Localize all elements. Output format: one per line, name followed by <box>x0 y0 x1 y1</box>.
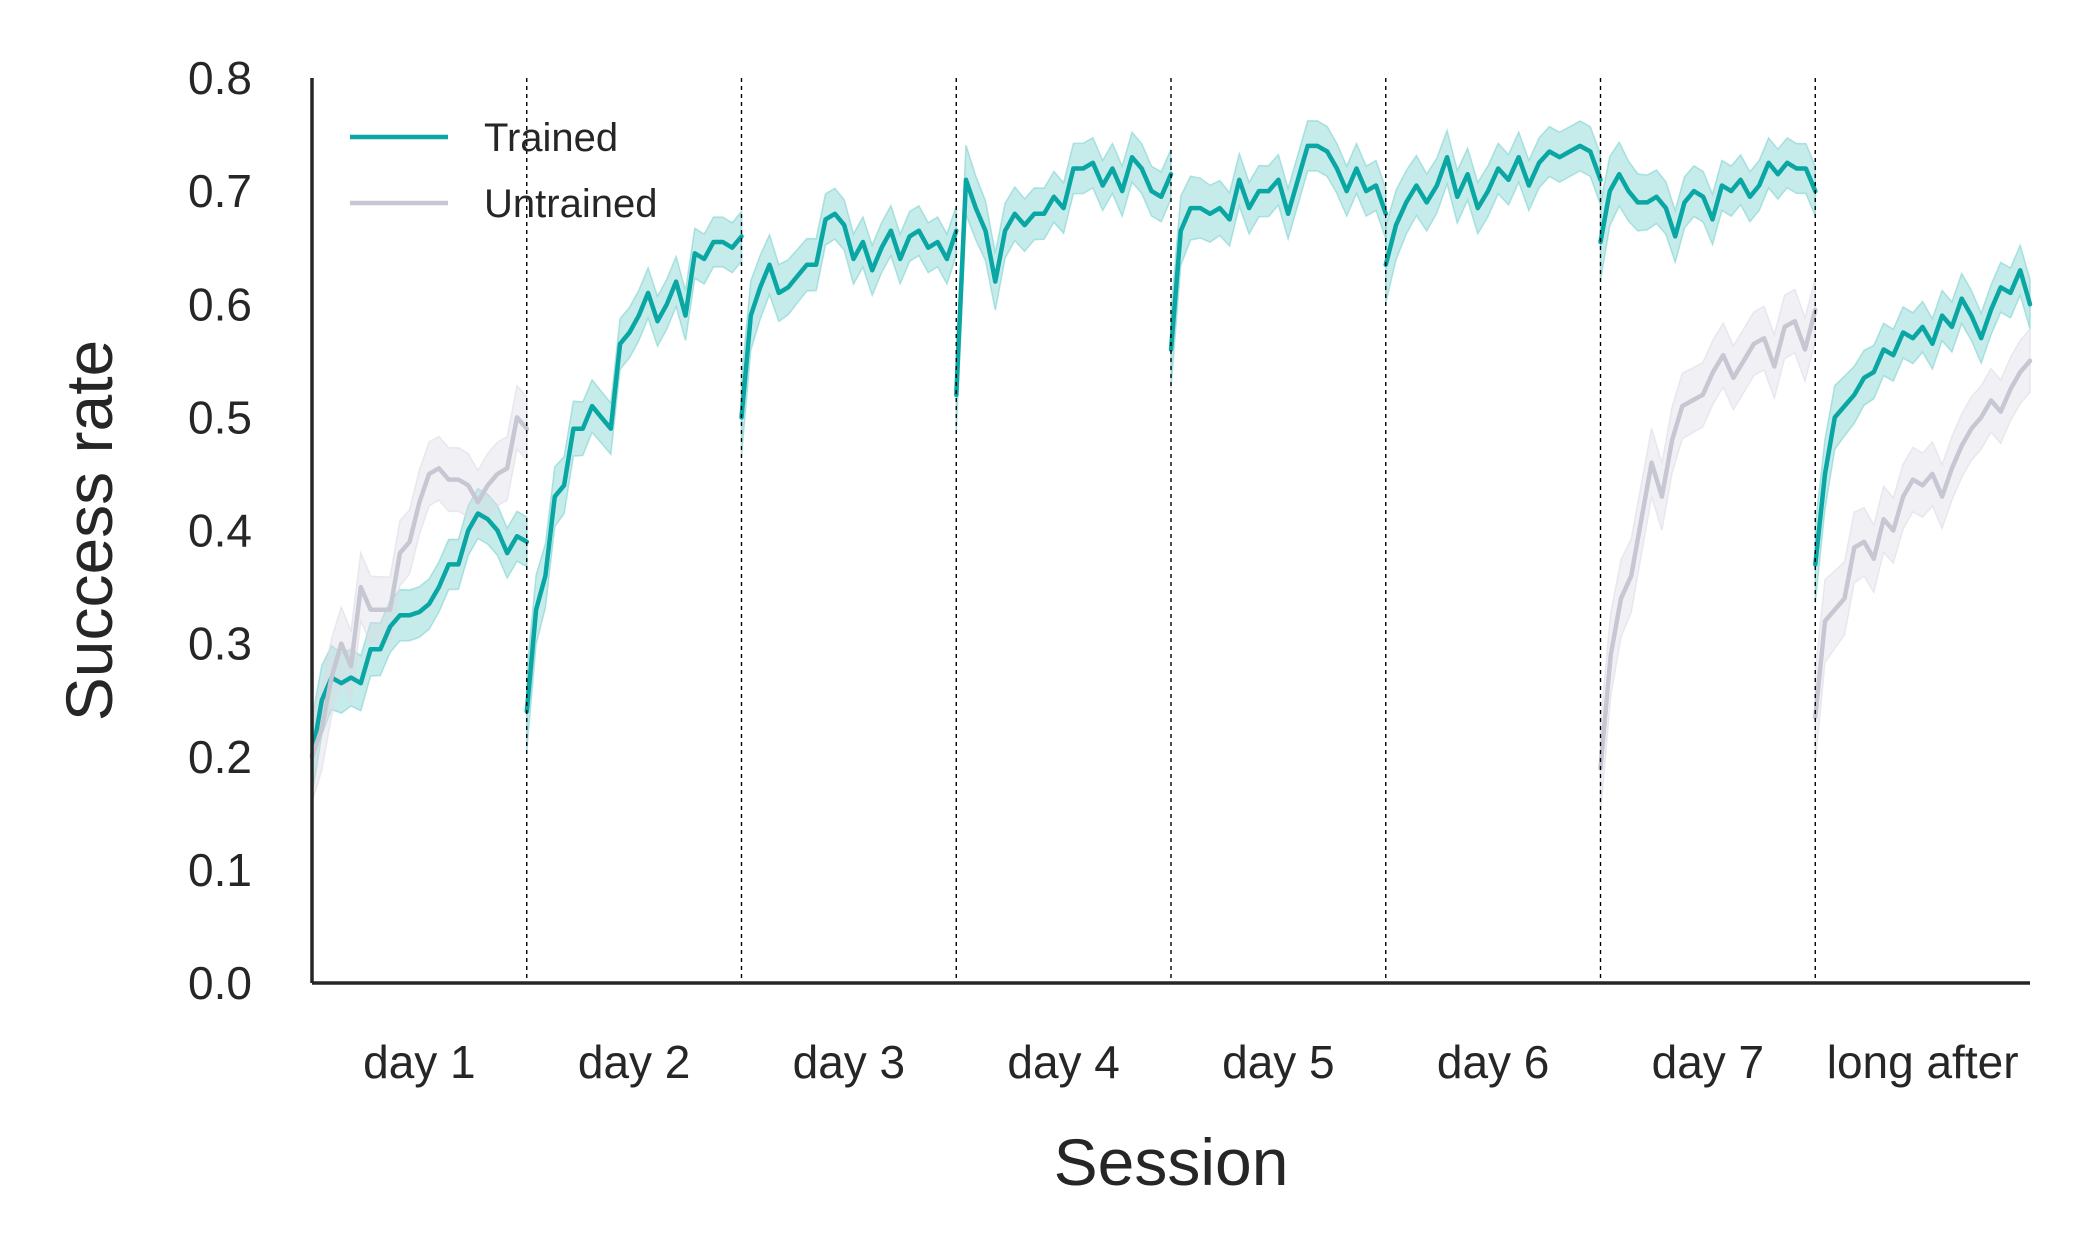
trained-day-4-band <box>955 130 1172 434</box>
y-tick-label: 0.2 <box>188 731 252 783</box>
tick-labels: 0.0 0.1 0.2 0.3 0.4 0.5 0.6 0.7 0.8 day 1 day 2 day… <box>188 52 2018 1088</box>
untrained-long-after-band <box>1814 327 2031 763</box>
legend-label-untrained: Untrained <box>484 182 657 226</box>
y-tick-label: 0.7 <box>188 165 252 217</box>
x-tick-label: day 6 <box>1437 1036 1550 1088</box>
x-axis-title: Session <box>1054 1125 1289 1199</box>
trained-day-3-line <box>739 211 959 420</box>
trained-day-3-band <box>740 187 958 456</box>
y-tick-label: 0.6 <box>188 278 252 330</box>
x-tick-label: day 1 <box>363 1036 476 1088</box>
y-tick-label: 0.0 <box>188 957 252 1009</box>
untrained-day-1-line <box>309 415 530 760</box>
x-tick-label: day 7 <box>1652 1036 1765 1088</box>
y-tick-label: 0.1 <box>188 844 252 896</box>
trained-day-2-band <box>526 209 743 751</box>
trained-day-6-line <box>1383 143 1603 267</box>
y-tick-label: 0.5 <box>188 391 252 443</box>
trained-day-7-line <box>1598 160 1818 245</box>
axes <box>310 78 2030 985</box>
legend-label-trained: Trained <box>484 116 618 160</box>
trained-day-1-line <box>309 511 530 760</box>
x-tick-label: long after <box>1827 1036 2019 1088</box>
trained-day-5-line <box>1168 143 1389 352</box>
x-tick-label: day 5 <box>1222 1036 1335 1088</box>
x-tick-label: day 4 <box>1007 1036 1120 1088</box>
trained-day-4-line <box>954 154 1174 398</box>
y-tick-label: 0.3 <box>188 618 252 670</box>
legend: Trained Untrained <box>350 116 657 226</box>
trained-day-2-line <box>524 234 744 714</box>
trained-day-5-band <box>1170 120 1387 389</box>
untrained-long-after-line <box>1813 358 2033 720</box>
x-tick-label: day 2 <box>578 1036 691 1088</box>
trained-day-6-band <box>1385 120 1602 304</box>
untrained-day-7-line <box>1598 307 1818 771</box>
x-tick-label: day 3 <box>793 1036 906 1088</box>
series-lines <box>309 143 2033 771</box>
session-boundaries <box>526 78 1816 983</box>
y-tick-label: 0.8 <box>188 52 252 104</box>
untrained-day-7-band <box>1599 278 1817 814</box>
y-axis-title: Success rate <box>52 340 126 722</box>
trained-long-after-line <box>1813 268 2033 567</box>
y-tick-label: 0.4 <box>188 505 252 557</box>
